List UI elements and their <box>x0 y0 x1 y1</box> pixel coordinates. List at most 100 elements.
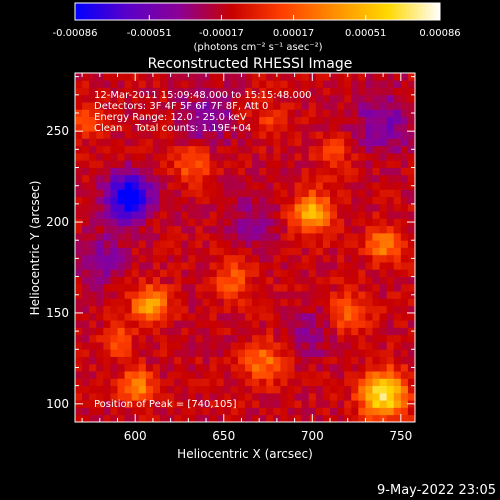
image-cell <box>322 298 331 307</box>
image-cell <box>400 334 409 343</box>
image-cell <box>145 312 154 321</box>
image-cell <box>294 225 303 234</box>
image-cell <box>230 189 239 197</box>
image-cell <box>167 123 175 132</box>
image-cell <box>110 327 118 336</box>
image-cell <box>337 298 345 307</box>
image-cell <box>188 225 196 234</box>
image-cell <box>82 356 90 365</box>
image-cell <box>160 189 168 197</box>
image-cell <box>75 371 83 379</box>
image-cell <box>195 291 203 299</box>
image-cell <box>103 385 111 394</box>
image-cell <box>259 240 267 248</box>
image-cell <box>209 400 218 408</box>
image-cell <box>110 283 118 292</box>
image-cell <box>82 218 90 227</box>
image-cell <box>216 327 225 336</box>
image-cell <box>96 80 104 88</box>
image-cell <box>322 145 331 154</box>
image-cell <box>245 174 253 183</box>
image-cell <box>131 385 140 394</box>
image-cell <box>131 349 140 357</box>
image-cell <box>308 218 317 227</box>
image-cell <box>372 262 380 270</box>
image-cell <box>259 371 267 379</box>
image-cell <box>89 407 97 416</box>
image-cell <box>230 73 239 81</box>
image-cell <box>110 240 118 248</box>
image-cell <box>322 262 331 270</box>
image-cell <box>322 320 331 328</box>
image-cell <box>188 182 196 190</box>
image-cell <box>209 254 218 263</box>
image-cell <box>280 203 288 212</box>
image-cell <box>287 276 295 285</box>
image-cell <box>103 356 111 365</box>
image-cell <box>124 102 133 110</box>
image-cell <box>252 160 260 168</box>
image-cell <box>160 334 168 343</box>
image-cell <box>75 87 83 96</box>
image-cell <box>294 327 303 336</box>
image-cell <box>287 327 295 336</box>
image-cell <box>188 73 196 81</box>
image-cell <box>301 312 310 321</box>
image-cell <box>259 102 267 110</box>
image-cell <box>145 203 154 212</box>
image-cell <box>167 240 175 248</box>
image-cell <box>337 327 345 336</box>
image-cell <box>216 276 225 285</box>
image-cell <box>344 400 352 408</box>
image-cell <box>379 276 388 285</box>
image-cell <box>75 160 83 168</box>
image-cell <box>138 414 147 422</box>
image-cell <box>195 196 203 205</box>
image-cell <box>351 327 359 336</box>
image-cell <box>245 407 253 416</box>
image-cell <box>131 407 140 416</box>
image-cell <box>287 356 295 365</box>
image-cell <box>131 131 140 139</box>
image-cell <box>110 269 118 277</box>
image-cell <box>160 247 168 256</box>
image-cell <box>365 94 373 103</box>
image-cell <box>160 240 168 248</box>
image-cell <box>145 349 154 357</box>
image-cell <box>280 385 288 394</box>
image-cell <box>124 211 133 219</box>
image-cell <box>230 342 239 350</box>
image-cell <box>308 189 317 197</box>
image-cell <box>344 203 352 212</box>
image-cell <box>89 327 97 336</box>
image-cell <box>160 305 168 314</box>
image-cell <box>315 196 324 205</box>
image-cell <box>131 167 140 176</box>
image-cell <box>152 218 161 227</box>
image-cell <box>351 203 359 212</box>
image-cell <box>96 225 104 234</box>
image-cell <box>245 167 253 176</box>
image-cell <box>301 269 310 277</box>
image-cell <box>273 356 281 365</box>
image-cell <box>145 232 154 241</box>
image-cell <box>138 378 147 387</box>
image-cell <box>301 291 310 299</box>
image-cell <box>216 414 225 422</box>
image-cell <box>245 298 253 307</box>
image-cell <box>315 203 324 212</box>
image-cell <box>351 240 359 248</box>
image-cell <box>280 218 288 227</box>
image-cell <box>160 378 168 387</box>
image-cell <box>96 400 104 408</box>
image-cell <box>202 87 210 96</box>
image-cell <box>393 116 402 125</box>
image-cell <box>96 371 104 379</box>
image-cell <box>160 298 168 307</box>
image-cell <box>372 218 380 227</box>
image-cell <box>96 189 104 197</box>
image-cell <box>322 152 331 161</box>
image-cell <box>252 342 260 350</box>
image-cell <box>230 291 239 299</box>
image-cell <box>259 342 267 350</box>
